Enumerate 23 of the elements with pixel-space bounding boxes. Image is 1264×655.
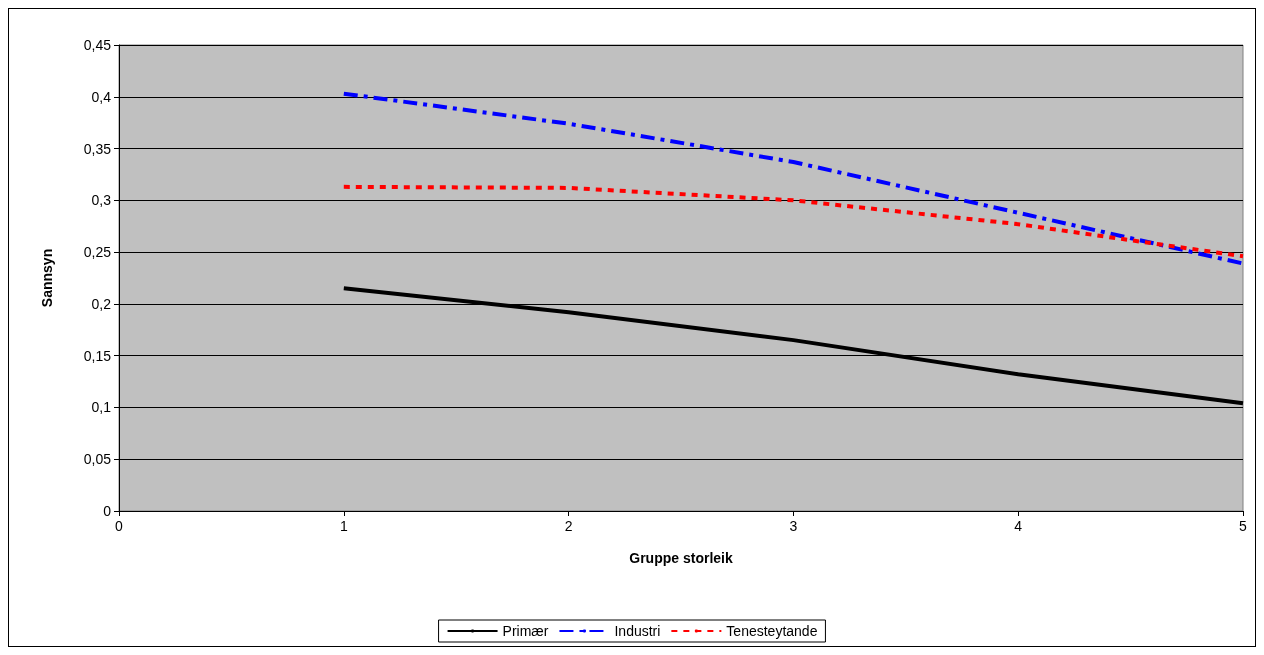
y-tick-label: 0,35 (83, 140, 112, 157)
x-tick-label: 1 (339, 518, 348, 534)
x-tick-label: 4 (1014, 518, 1023, 534)
legend-label: Primær (502, 623, 549, 639)
x-tick-label: 3 (789, 518, 798, 534)
y-axis-title: Sannsyn (39, 248, 55, 308)
legend-label: Industri (614, 623, 661, 639)
y-tick-label: 0,4 (91, 88, 112, 105)
y-tick-label: 0,45 (83, 37, 112, 53)
x-axis-title: Gruppe storleik (629, 550, 733, 566)
y-tick-label: 0,15 (83, 347, 112, 364)
x-tick-label: 5 (1239, 518, 1248, 534)
y-tick-label: 0,1 (91, 399, 112, 416)
y-tick-label: 0,2 (91, 295, 112, 312)
x-tick-label: 0 (115, 518, 124, 534)
x-tick-label: 2 (564, 518, 573, 534)
y-tick-label: 0,05 (83, 451, 112, 468)
legend-label: Tenesteytande (726, 623, 818, 639)
y-tick-label: 0,25 (83, 244, 112, 261)
y-tick-label: 0,3 (91, 192, 112, 209)
line-series (341, 91, 1245, 266)
y-tick-label: 0 (103, 503, 112, 519)
line-series (341, 184, 1245, 259)
